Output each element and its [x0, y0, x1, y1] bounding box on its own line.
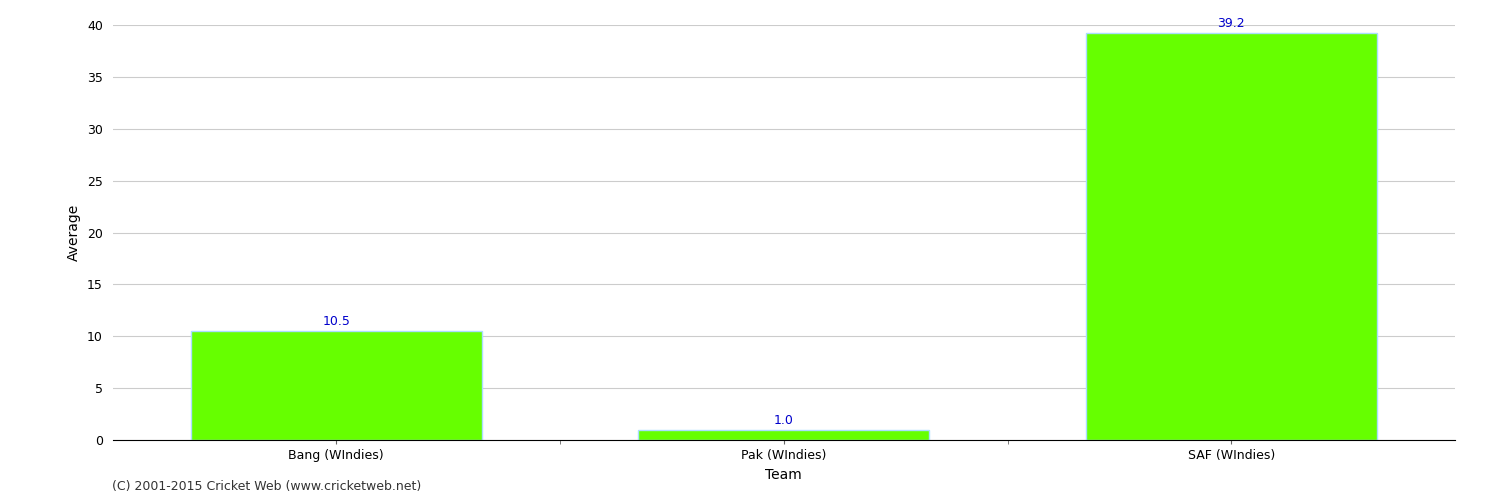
- Y-axis label: Average: Average: [68, 204, 81, 261]
- Text: 10.5: 10.5: [322, 315, 350, 328]
- X-axis label: Team: Team: [765, 468, 802, 481]
- Text: (C) 2001-2015 Cricket Web (www.cricketweb.net): (C) 2001-2015 Cricket Web (www.cricketwe…: [112, 480, 422, 493]
- Text: 1.0: 1.0: [774, 414, 794, 426]
- Bar: [190, 331, 482, 440]
- Bar: [639, 430, 928, 440]
- Bar: [1086, 34, 1377, 440]
- Text: 39.2: 39.2: [1218, 17, 1245, 30]
